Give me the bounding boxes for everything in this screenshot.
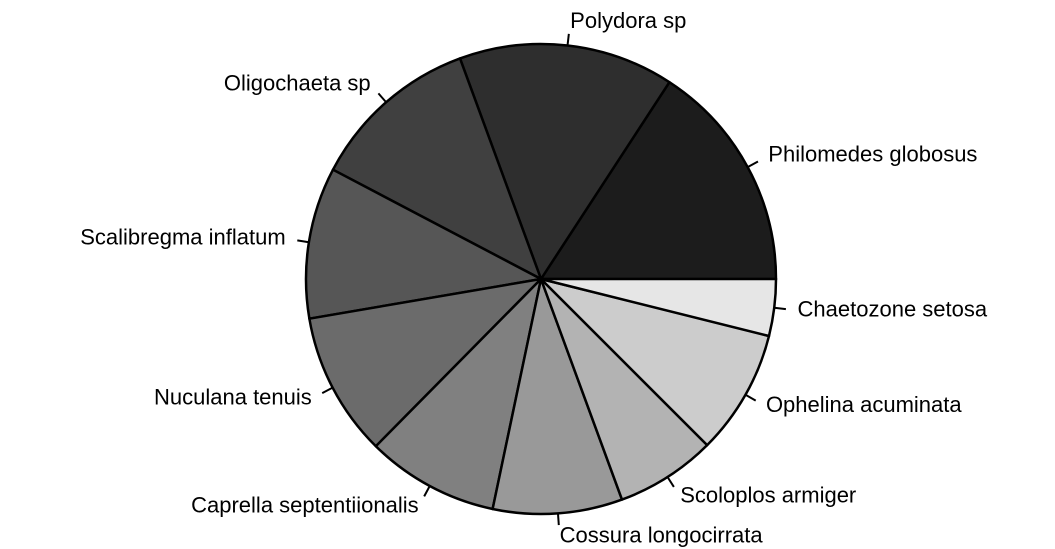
pie-slice [304,168,543,320]
pie-slice [539,80,778,281]
label-tick [321,386,334,394]
slice-label: Philomedes globosus [768,142,977,167]
slice-label: Chaetozone setosa [798,296,988,321]
slice-label: Ophelina acuminata [766,392,962,417]
pie-slice [331,57,543,281]
slice-label: Oligochaeta sp [224,70,371,95]
label-tick [774,306,787,311]
label-tick [556,513,560,526]
pie-slice [539,277,778,338]
label-tick [747,160,759,168]
slice-label: Scalibregma inflatum [80,224,285,249]
label-tick [666,476,675,488]
slice-label: Scoloplos armiger [680,483,856,508]
slice-label: Nuculana tenuis [154,384,312,409]
pie-slice [491,277,624,516]
label-tick [377,92,387,103]
pie-slice [308,277,543,448]
label-tick [423,485,431,497]
slice-label: Polydora sp [570,8,686,33]
slice-label: Caprella septentiionalis [191,493,418,518]
label-tick [745,393,757,402]
label-tick [566,33,570,46]
label-tick [297,239,310,244]
pie-slice [374,277,543,511]
slice-label: Cossura longocirrata [560,523,764,548]
